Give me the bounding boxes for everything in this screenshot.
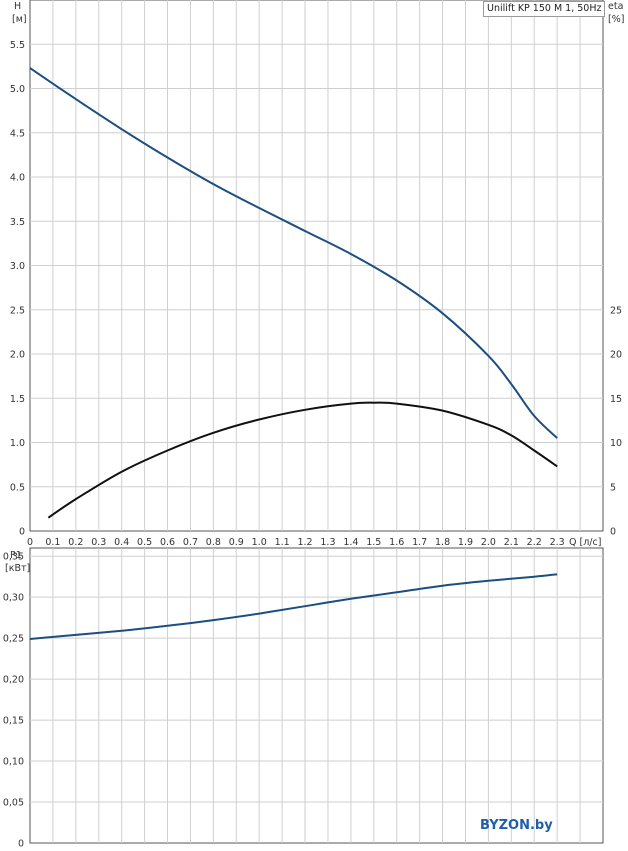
- left-tick-label: 4.0: [10, 173, 25, 184]
- right-tick-label: 20: [610, 350, 622, 361]
- left-tick-label: 3.0: [10, 261, 25, 272]
- x-tick-label: 1.1: [275, 537, 290, 548]
- x-tick-label: 0.9: [229, 537, 244, 548]
- x-tick-label: 1.9: [458, 537, 473, 548]
- curves-layer: [29, 67, 558, 640]
- right-axis-unit-eta: [%]: [608, 14, 624, 25]
- bottom-frame: [29, 547, 604, 844]
- x-tick-label: 0.3: [91, 537, 106, 548]
- left-axis-title-h: H: [14, 1, 21, 12]
- x-tick-label: 0.6: [160, 537, 175, 548]
- x-tick-label: 0.8: [206, 537, 221, 548]
- left-tick-label: 0: [19, 527, 25, 538]
- x-tick-label: 1.5: [366, 537, 381, 548]
- left-tick-label: 5.0: [10, 84, 25, 95]
- left-tick-label: 5.5: [10, 40, 25, 51]
- power-tick-label: 0,05: [3, 798, 24, 809]
- power-tick-label: 0,25: [3, 634, 24, 645]
- chart-legend: Unilift KP 150 M 1, 50Hz: [483, 1, 606, 17]
- x-tick-label: 0.1: [45, 537, 60, 548]
- power-tick-label: 0,30: [3, 593, 24, 604]
- power-tick-label: 0,10: [3, 757, 24, 768]
- x-tick-label: 2.3: [550, 537, 565, 548]
- x-tick-label: 0.2: [68, 537, 83, 548]
- left-tick-label: 2.5: [10, 305, 25, 316]
- right-tick-label: 0: [610, 527, 616, 538]
- tick-labels-layer: 0 0.5 1.0 1.5 2.0 2.5 3.0 3.5 4.0 4.5 5.0 5.5 0 5 10 15…: [3, 40, 622, 850]
- power-tick-label: 0,15: [3, 716, 24, 727]
- power-tick-label: 0,35: [3, 552, 24, 563]
- efficiency-curve-line: [47, 401, 558, 519]
- watermark-logo: BYZON.by: [480, 818, 553, 833]
- bottom-chart-grid: [29, 547, 604, 844]
- x-tick-label: 2.1: [504, 537, 519, 548]
- x-tick-label: 1.6: [389, 537, 404, 548]
- left-tick-label: 1.5: [10, 394, 25, 405]
- x-axis-title-q: Q [л/с]: [569, 537, 601, 548]
- x-tick-label: 0: [27, 537, 33, 548]
- left-tick-label: 2.0: [10, 350, 25, 361]
- power-tick-label: 0,20: [3, 675, 24, 686]
- right-tick-label: 25: [610, 305, 622, 316]
- x-tick-label: 1.3: [320, 537, 335, 548]
- right-axis-title-eta: eta: [608, 1, 623, 12]
- x-tick-label: 1.7: [412, 537, 427, 548]
- right-tick-label: 15: [610, 394, 622, 405]
- left-axis-unit-p1: [кВт]: [5, 563, 30, 574]
- x-tick-label: 2.2: [527, 537, 542, 548]
- left-tick-label: 1.0: [10, 438, 25, 449]
- right-tick-label: 5: [610, 482, 616, 493]
- x-tick-label: 1.0: [252, 537, 267, 548]
- left-axis-unit-h: [м]: [12, 14, 27, 25]
- x-tick-label: 2.0: [481, 537, 496, 548]
- left-tick-label: 0.5: [10, 482, 25, 493]
- top-chart-grid: [29, 0, 604, 532]
- x-tick-label: 1.4: [343, 537, 358, 548]
- left-axis-title-p1: P1: [10, 550, 22, 561]
- x-tick-label: 1.8: [435, 537, 450, 548]
- x-tick-label: 0.4: [114, 537, 129, 548]
- x-tick-label: 0.7: [183, 537, 198, 548]
- power-curve-line: [29, 573, 558, 640]
- left-tick-label: 3.5: [10, 217, 25, 228]
- x-tick-label: 1.2: [297, 537, 312, 548]
- x-tick-label: 0.5: [137, 537, 152, 548]
- power-tick-label: 0: [18, 839, 24, 850]
- right-tick-label: 10: [610, 438, 622, 449]
- head-curve-line: [29, 67, 558, 439]
- left-tick-label: 4.5: [10, 128, 25, 139]
